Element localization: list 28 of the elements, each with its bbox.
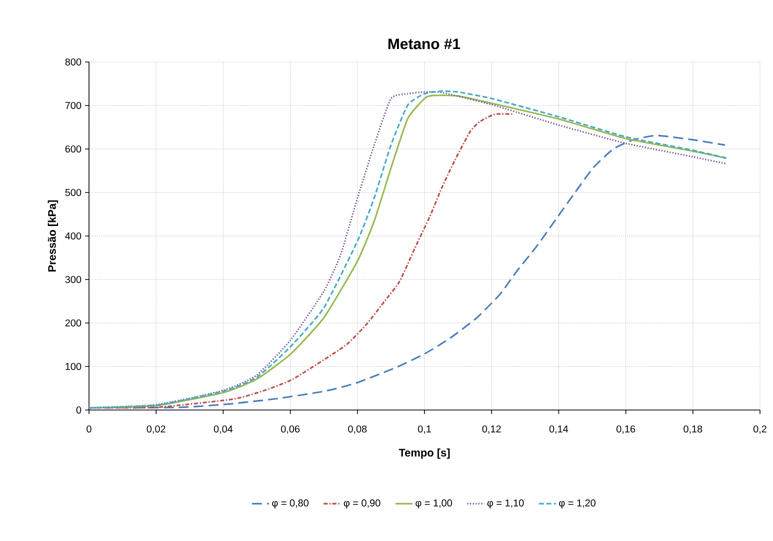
x-tick-label: 0,16 [616, 425, 636, 434]
legend-label: φ = 1,20 [559, 499, 596, 508]
x-axis-title: Tempo [s] [398, 448, 450, 459]
legend-label: φ = 0,90 [344, 499, 380, 508]
x-tick-label: 0 [86, 425, 92, 433]
legend-label: φ = 1,00 [416, 499, 452, 508]
x-tick-label: 0,18 [684, 425, 702, 434]
x-tick-label: 0,1 [418, 425, 431, 434]
x-tick-label: 0,02 [146, 425, 166, 434]
y-axis-title: Pressão [kPa] [48, 200, 58, 272]
y-tick-label: 100 [66, 362, 82, 370]
legend-label: φ = 1,10 [487, 499, 524, 508]
chart-title: Metano #1 [388, 38, 460, 50]
x-tick-label: 0,14 [549, 425, 568, 434]
y-tick-label: 800 [65, 58, 82, 66]
x-tick-label: 0,12 [482, 425, 501, 434]
x-tick-label: 0,06 [281, 425, 300, 434]
x-tick-label: 0,04 [214, 425, 233, 434]
y-tick-label: 500 [65, 188, 82, 196]
legend-label: φ = 0,80 [272, 499, 309, 508]
x-tick-label: 0,2 [753, 425, 766, 434]
y-tick-label: 600 [65, 145, 82, 153]
y-tick-label: 200 [65, 319, 82, 327]
x-tick-label: 0,08 [348, 425, 367, 434]
y-tick-label: 300 [65, 276, 82, 284]
y-tick-label: 700 [65, 102, 82, 110]
y-tick-label: 400 [65, 232, 82, 240]
y-tick-label: 0 [76, 406, 82, 414]
